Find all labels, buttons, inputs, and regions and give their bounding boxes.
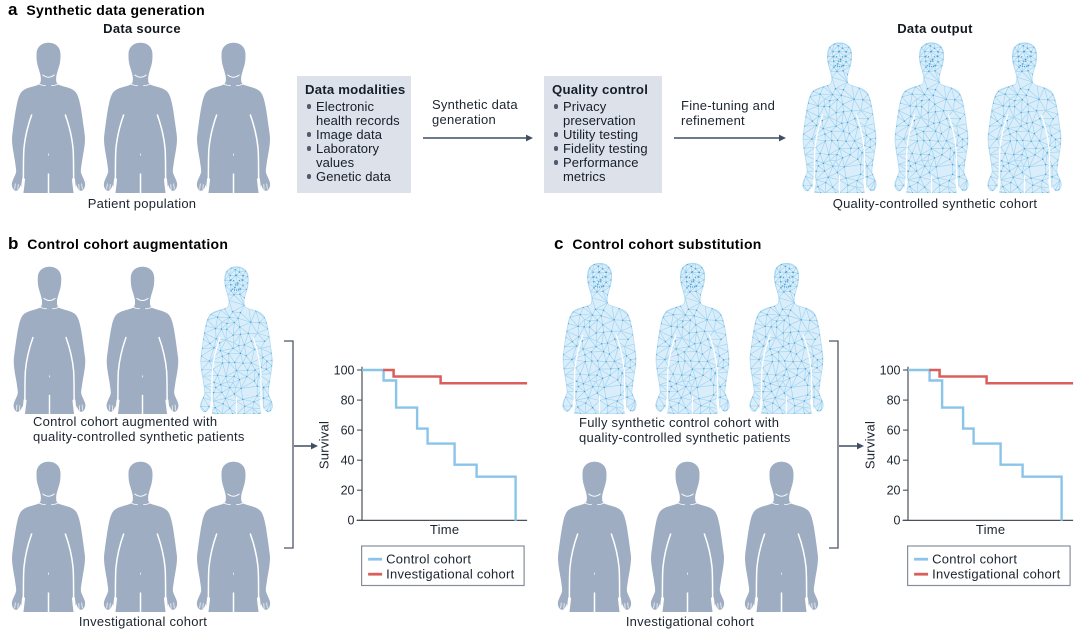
svg-text:60: 60 (887, 423, 901, 437)
svg-text:80: 80 (341, 393, 355, 407)
svg-text:Survival: Survival (863, 421, 878, 469)
svg-text:0: 0 (894, 514, 901, 528)
svg-text:80: 80 (887, 393, 901, 407)
svg-text:100: 100 (880, 363, 901, 377)
svg-text:100: 100 (334, 363, 355, 377)
svg-text:Survival: Survival (317, 421, 332, 469)
svg-text:0: 0 (348, 514, 355, 528)
svg-text:20: 20 (887, 484, 901, 498)
svg-text:Time: Time (976, 522, 1005, 537)
svg-text:Time: Time (430, 522, 459, 537)
svg-text:Control cohort: Control cohort (386, 552, 471, 567)
svg-text:60: 60 (341, 423, 355, 437)
svg-text:20: 20 (341, 484, 355, 498)
svg-text:40: 40 (887, 454, 901, 468)
svg-text:Control cohort: Control cohort (932, 552, 1017, 567)
svg-text:Investigational cohort: Investigational cohort (386, 567, 514, 582)
svg-text:Investigational cohort: Investigational cohort (932, 567, 1060, 582)
svg-text:40: 40 (341, 454, 355, 468)
